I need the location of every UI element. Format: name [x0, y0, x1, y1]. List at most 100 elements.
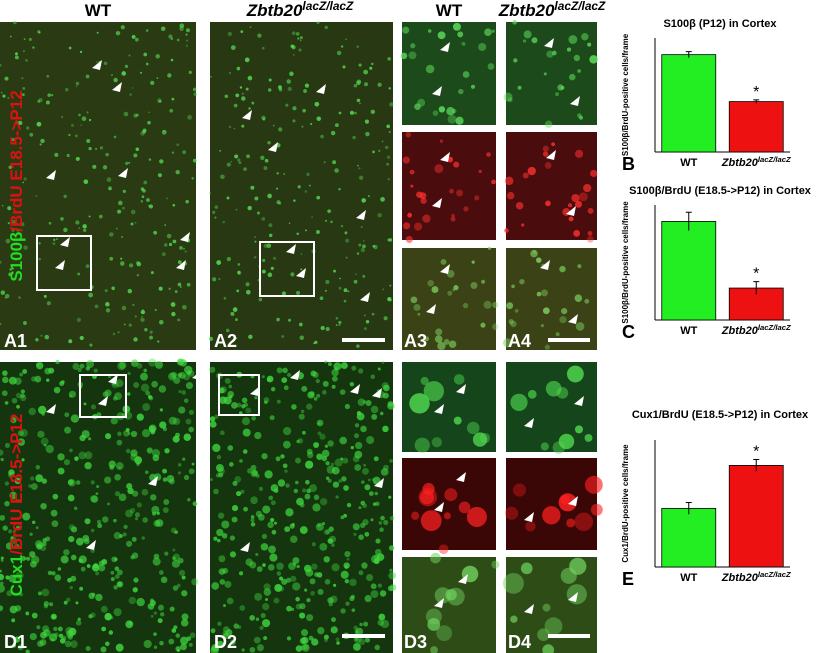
- cell: [437, 31, 446, 40]
- cell: [388, 87, 391, 90]
- cell: [310, 590, 315, 596]
- cell: [79, 363, 85, 369]
- cell: [210, 75, 213, 78]
- arrowhead: [524, 512, 534, 522]
- cell: [335, 316, 339, 320]
- cell: [227, 390, 235, 398]
- cell: [249, 615, 256, 621]
- cell: [324, 444, 329, 448]
- cell: [268, 78, 272, 82]
- cell: [301, 488, 307, 493]
- cell: [74, 506, 78, 511]
- cell: [152, 511, 157, 516]
- cell: [320, 325, 325, 331]
- cell: [67, 494, 75, 502]
- cell: [191, 177, 194, 180]
- cell: [262, 46, 265, 50]
- cell: [345, 238, 350, 243]
- cell: [261, 269, 266, 274]
- cell: [241, 404, 246, 409]
- cell: [358, 638, 366, 646]
- cell: [542, 506, 561, 525]
- cell: [171, 559, 180, 568]
- cell: [11, 618, 16, 623]
- cell: [408, 51, 417, 60]
- cell: [112, 332, 116, 336]
- cell: [81, 116, 87, 122]
- cell: [136, 261, 142, 267]
- cell: [358, 175, 364, 180]
- cell: [462, 302, 469, 309]
- cell: [405, 235, 413, 243]
- cell: [353, 279, 358, 284]
- cell: [250, 515, 255, 519]
- cell: [49, 602, 54, 607]
- cell: [559, 316, 567, 324]
- cell: [511, 284, 515, 289]
- cell: [286, 372, 292, 378]
- cell: [304, 190, 308, 193]
- cell: [262, 603, 270, 611]
- cell: [261, 217, 266, 221]
- cell: [118, 493, 127, 502]
- cell: [328, 601, 334, 607]
- cell: [520, 562, 533, 575]
- cell: [210, 628, 216, 634]
- cell: [355, 627, 364, 636]
- cell: [157, 98, 162, 103]
- panel-label: C: [622, 322, 635, 342]
- cell: [140, 317, 145, 322]
- cell: [451, 213, 455, 218]
- cell: [22, 181, 25, 184]
- inset-box: [79, 374, 127, 418]
- cell: [159, 408, 164, 412]
- cell: [296, 564, 300, 569]
- cell: [188, 70, 192, 74]
- bar: [661, 54, 717, 153]
- cell: [364, 82, 369, 87]
- cell: [358, 506, 362, 510]
- cell: [255, 510, 263, 518]
- cell: [29, 532, 33, 536]
- cell: [349, 381, 355, 387]
- arrowhead: [176, 260, 186, 270]
- cell: [240, 30, 244, 34]
- cell: [57, 626, 63, 632]
- cell: [177, 372, 182, 378]
- cell: [28, 484, 32, 488]
- cell: [241, 648, 245, 652]
- cell: [227, 445, 234, 451]
- cell: [310, 122, 313, 126]
- cell: [56, 238, 58, 241]
- cell: [504, 176, 514, 186]
- cell: [168, 287, 171, 290]
- cell: [130, 449, 138, 457]
- cell: [456, 189, 464, 197]
- cell: [235, 337, 238, 340]
- cell: [555, 332, 560, 337]
- cell: [385, 145, 389, 150]
- cell: [86, 138, 91, 144]
- cell: [425, 64, 435, 74]
- cell: [250, 470, 258, 478]
- cell: [145, 470, 149, 474]
- cell: [36, 121, 42, 127]
- cell: [278, 127, 283, 132]
- cell: [264, 470, 273, 479]
- cell: [432, 110, 439, 116]
- cell: [220, 386, 227, 394]
- cell: [444, 488, 458, 502]
- cell: [113, 135, 117, 139]
- cell: [386, 162, 390, 166]
- cell: [430, 552, 441, 564]
- cell: [154, 308, 157, 311]
- cell: [250, 522, 256, 527]
- cell: [313, 442, 320, 448]
- cell: [281, 377, 288, 384]
- cell: [84, 451, 93, 460]
- arrowhead: [356, 210, 366, 220]
- cell: [166, 233, 172, 239]
- cell: [157, 173, 163, 178]
- cell: [487, 246, 492, 251]
- cell: [261, 619, 271, 628]
